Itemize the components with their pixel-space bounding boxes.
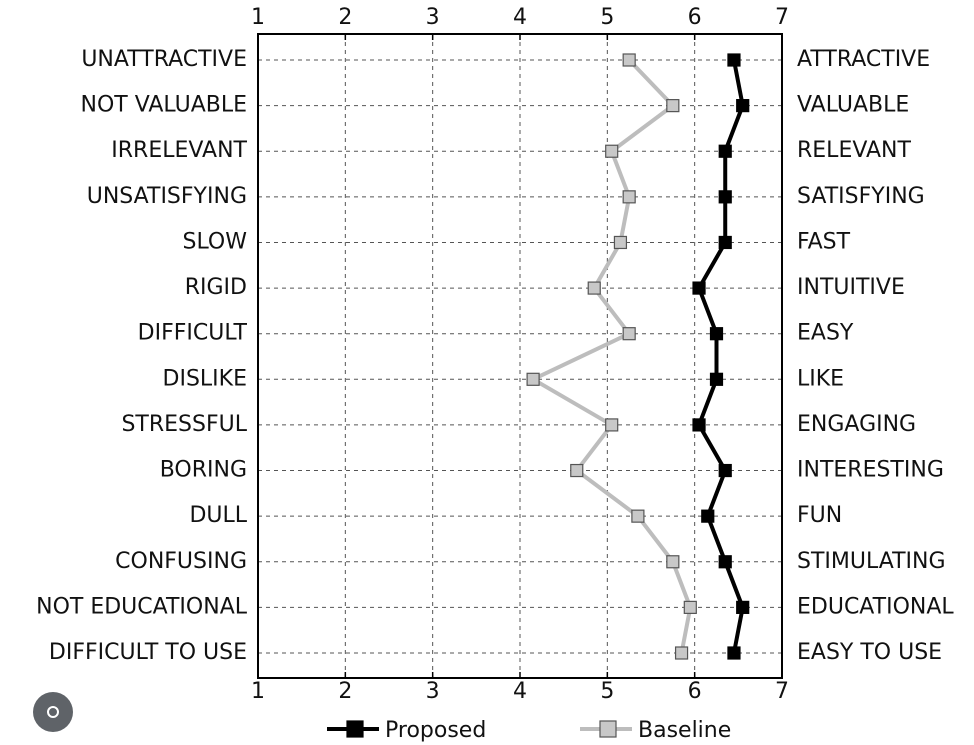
left-label: UNSATISFYING	[87, 184, 247, 209]
marker	[613, 235, 628, 250]
left-label: IRRELEVANT	[111, 138, 247, 163]
marker	[622, 190, 636, 204]
right-label: FUN	[797, 503, 842, 528]
left-label: NOT VALUABLE	[81, 93, 247, 118]
marker	[605, 144, 619, 158]
marker	[526, 372, 540, 386]
left-label: DISLIKE	[163, 366, 247, 391]
marker	[709, 372, 724, 386]
x-tick-label: 3	[426, 5, 440, 30]
x-tick-label: 5	[600, 5, 614, 30]
marker	[570, 463, 584, 478]
marker	[736, 99, 750, 113]
left-label: DIFFICULT TO USE	[49, 640, 247, 665]
marker	[692, 418, 706, 432]
right-label: EASY	[797, 321, 854, 346]
marker	[718, 235, 732, 250]
marker	[727, 646, 741, 660]
left-label: NOT EDUCATIONAL	[36, 594, 248, 619]
right-label: RELEVANT	[797, 138, 911, 163]
lens-button[interactable]	[33, 692, 73, 732]
series-line	[697, 59, 745, 654]
left-label: BORING	[160, 458, 247, 483]
marker	[605, 418, 619, 432]
left-label: UNATTRACTIVE	[81, 47, 247, 72]
right-label: INTUITIVE	[797, 275, 905, 300]
right-label: EASY TO USE	[797, 640, 942, 665]
plot-frame	[257, 33, 783, 679]
marker	[718, 463, 732, 478]
marker	[709, 327, 724, 341]
x-tick-label: 4	[513, 679, 527, 704]
marker	[718, 144, 732, 158]
marker	[631, 509, 645, 523]
right-label: LIKE	[797, 366, 844, 391]
lens-glyph	[47, 706, 59, 718]
x-tick-label: 4	[513, 5, 527, 30]
marker	[683, 600, 697, 614]
x-tick-label: 3	[426, 679, 440, 704]
right-label: INTERESTING	[797, 458, 944, 483]
left-label: STRESSFUL	[121, 412, 247, 437]
x-tick-label: 7	[775, 5, 789, 30]
left-label: DIFFICULT	[138, 321, 248, 346]
x-tick-label: 2	[338, 5, 352, 30]
right-label: SATISFYING	[797, 184, 925, 209]
right-label: VALUABLE	[797, 93, 909, 118]
marker	[666, 99, 680, 113]
x-tick-label: 6	[688, 679, 702, 704]
marker	[622, 327, 636, 341]
x-tick-label: 2	[338, 679, 352, 704]
right-label: ATTRACTIVE	[797, 47, 930, 72]
marker	[727, 53, 741, 67]
legend-label: Proposed	[385, 718, 486, 743]
right-label: STIMULATING	[797, 549, 946, 574]
x-tick-label: 1	[251, 679, 265, 704]
left-label: SLOW	[182, 229, 247, 254]
legend-marker	[346, 720, 364, 738]
marker	[674, 646, 689, 660]
right-label: FAST	[797, 229, 851, 254]
x-tick-label: 6	[688, 5, 702, 30]
right-label: ENGAGING	[797, 412, 916, 437]
right-label: EDUCATIONAL	[797, 594, 954, 619]
marker	[718, 190, 732, 204]
left-label: RIGID	[185, 275, 247, 300]
marker	[692, 281, 706, 295]
marker	[666, 555, 680, 569]
lens-icon[interactable]	[33, 692, 73, 732]
x-tick-label: 5	[600, 679, 614, 704]
x-tick-label: 1	[251, 5, 265, 30]
marker	[701, 509, 715, 523]
marker	[718, 555, 732, 569]
legend-marker	[599, 720, 617, 738]
legend-label: Baseline	[638, 718, 731, 743]
series-line	[531, 58, 693, 654]
marker	[622, 53, 636, 67]
left-label: DULL	[189, 503, 247, 528]
marker	[587, 281, 601, 295]
marker	[736, 600, 750, 614]
left-label: CONFUSING	[115, 549, 247, 574]
x-tick-label: 7	[775, 679, 789, 704]
